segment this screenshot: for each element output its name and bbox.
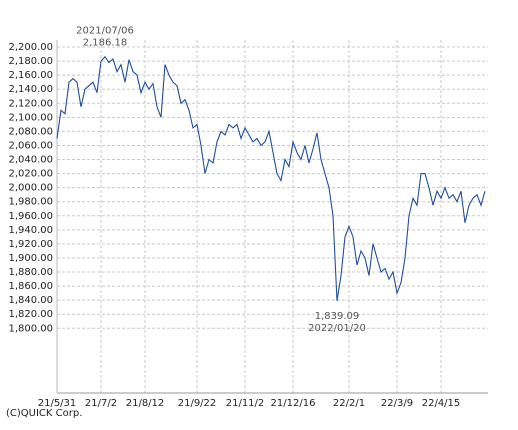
y-tick-label: 2,120.00 xyxy=(8,98,53,109)
y-tick-label: 2,040.00 xyxy=(8,155,53,166)
x-tick-label: 21/8/12 xyxy=(126,398,165,409)
y-tick-label: 2,180.00 xyxy=(8,56,53,67)
y-tick-label: 2,140.00 xyxy=(8,84,53,95)
y-tick-label: 2,000.00 xyxy=(8,183,53,194)
date-annotation: 2022/01/20 xyxy=(308,323,366,334)
x-tick-label: 21/5/31 xyxy=(38,398,77,409)
x-tick-label: 21/9/22 xyxy=(178,398,217,409)
y-tick-label: 1,840.00 xyxy=(8,295,53,306)
value-label: 2,186.18 xyxy=(83,38,128,49)
date-annotation: 2021/07/06 xyxy=(76,26,134,37)
x-tick-label: 21/12/16 xyxy=(271,398,316,409)
x-tick-label: 22/3/9 xyxy=(381,398,413,409)
y-tick-label: 2,020.00 xyxy=(8,169,53,180)
y-tick-label: 1,920.00 xyxy=(8,239,53,250)
y-tick-label: 2,200.00 xyxy=(8,42,53,53)
y-tick-label: 1,960.00 xyxy=(8,211,53,222)
y-tick-label: 2,080.00 xyxy=(8,126,53,137)
y-tick-label: 1,900.00 xyxy=(8,253,53,264)
y-tick-label: 1,800.00 xyxy=(8,323,53,334)
x-tick-label: 22/4/15 xyxy=(422,398,461,409)
y-tick-label: 1,940.00 xyxy=(8,225,53,236)
source-note: (C)QUICK Corp. xyxy=(6,408,82,419)
price-line xyxy=(56,55,486,301)
y-tick-label: 1,860.00 xyxy=(8,281,53,292)
x-tick-label: 21/11/2 xyxy=(226,398,265,409)
y-tick-label: 2,060.00 xyxy=(8,140,53,151)
y-tick-label: 1,820.00 xyxy=(8,309,53,320)
x-tick-label: 22/2/1 xyxy=(333,398,365,409)
y-tick-label: 1,880.00 xyxy=(8,267,53,278)
y-tick-label: 1,980.00 xyxy=(8,197,53,208)
x-tick-label: 21/7/2 xyxy=(85,398,117,409)
y-tick-label: 2,100.00 xyxy=(8,112,53,123)
y-tick-label: 2,160.00 xyxy=(8,70,53,81)
value-label: 1,839.09 xyxy=(315,311,360,322)
